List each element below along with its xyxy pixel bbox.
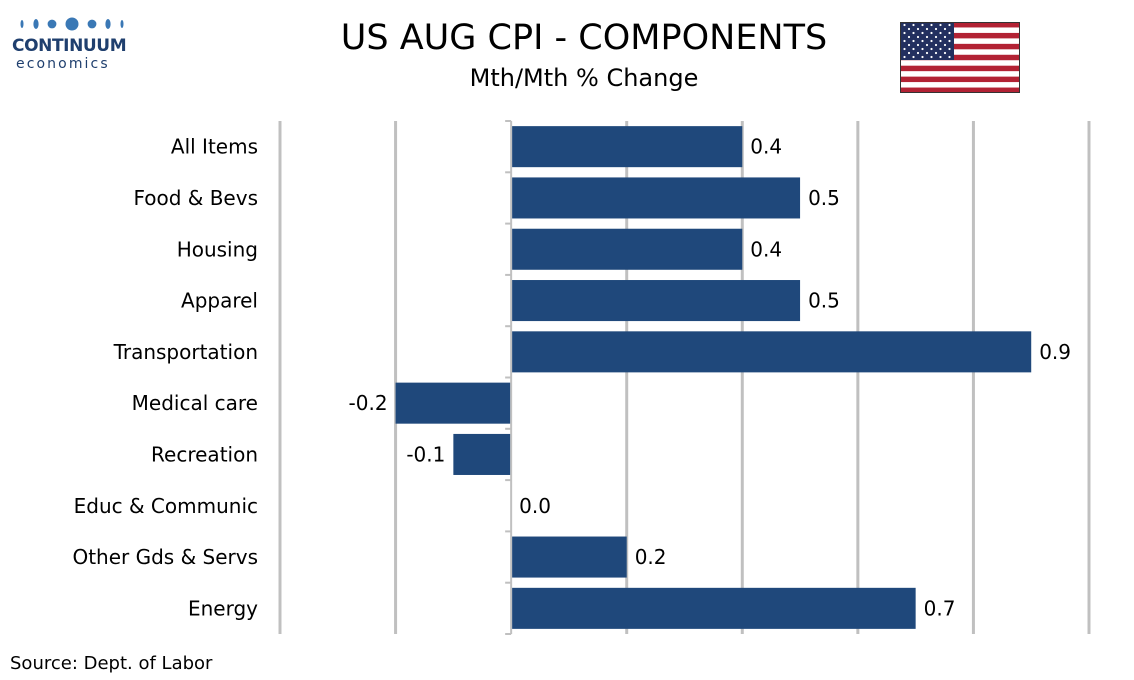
- flag-star: [939, 31, 942, 35]
- flag-star: [916, 35, 920, 39]
- flag-star: [934, 27, 938, 31]
- data-label: 0.4: [750, 135, 782, 159]
- flag-star: [903, 23, 906, 27]
- flag-star: [930, 39, 933, 43]
- bar: [512, 177, 801, 219]
- bar: [453, 433, 511, 475]
- bar: [512, 587, 916, 629]
- bar: [512, 228, 743, 270]
- flag-star: [943, 35, 947, 39]
- flag-star: [930, 55, 933, 59]
- bar: [512, 536, 627, 578]
- flag-star: [948, 23, 951, 27]
- flag-star: [912, 55, 915, 59]
- data-label: 0.2: [635, 545, 667, 569]
- flag-star: [903, 39, 906, 43]
- flag-star: [948, 47, 951, 51]
- flag-star: [921, 31, 924, 35]
- chart-title: US AUG CPI - COMPONENTS: [340, 18, 828, 58]
- category-label: Housing: [177, 237, 258, 261]
- flag-star: [912, 31, 915, 35]
- data-label: 0.7: [924, 596, 956, 620]
- flag-star: [921, 23, 924, 27]
- bar: [512, 126, 743, 168]
- flag-stripe: [900, 43, 1020, 50]
- flag-star: [939, 47, 942, 51]
- bar: [395, 382, 511, 424]
- data-label: 0.5: [808, 289, 840, 313]
- data-labels: 0.4 0.5 0.4 0.5 0.9 -0.2 -0.1 0.0 0.2 0.7: [349, 135, 1071, 621]
- flag-star: [921, 39, 924, 43]
- logo-dots-icon: [20, 17, 124, 31]
- category-labels: All Items Food & Bevs Housing Apparel Transp…: [72, 135, 258, 621]
- flag-stripe: [900, 54, 1020, 61]
- flag-star: [925, 51, 929, 55]
- flag-star: [934, 51, 938, 55]
- flag-star: [930, 47, 933, 51]
- flag-stripe: [900, 32, 1020, 39]
- flag-stripe: [900, 76, 1020, 83]
- flag-star: [939, 23, 942, 27]
- flag-star: [907, 43, 911, 47]
- us-flag-icon: [900, 22, 1020, 93]
- flag-star: [934, 35, 938, 39]
- flag-star: [930, 23, 933, 27]
- flag-star: [939, 39, 942, 43]
- flag-star: [921, 47, 924, 51]
- category-label: Recreation: [151, 442, 258, 466]
- bar: [512, 331, 1032, 373]
- flag-star: [948, 31, 951, 35]
- flag-star: [907, 51, 911, 55]
- flag-star: [925, 27, 929, 31]
- category-label: Medical care: [132, 391, 258, 415]
- flag-star: [907, 35, 911, 39]
- bars: [395, 126, 1032, 629]
- data-label: 0.0: [519, 494, 551, 518]
- flag-star: [939, 55, 942, 59]
- continuum-logo: CONTINUUM economics: [12, 14, 142, 78]
- flag-star: [921, 55, 924, 59]
- flag-star: [943, 43, 947, 47]
- flag-star: [916, 43, 920, 47]
- flag-stripe: [900, 65, 1020, 72]
- logo-wordmark: CONTINUUM: [12, 36, 127, 56]
- flag-star: [912, 23, 915, 27]
- flag-star: [916, 27, 920, 31]
- flag-star: [912, 39, 915, 43]
- logo-subtext: economics: [16, 56, 110, 72]
- flag-star: [934, 43, 938, 47]
- flag-star: [916, 51, 920, 55]
- flag-stripe: [900, 87, 1020, 93]
- flag-star: [903, 55, 906, 59]
- flag-star: [930, 31, 933, 35]
- data-label: 0.5: [808, 186, 840, 210]
- data-label: -0.2: [349, 391, 388, 415]
- flag-stripe: [900, 22, 1020, 28]
- flag-star: [943, 51, 947, 55]
- flag-star: [903, 47, 906, 51]
- category-label: Energy: [188, 596, 258, 620]
- bar: [512, 280, 801, 322]
- flag-star: [925, 43, 929, 47]
- category-label: Transportation: [113, 340, 258, 364]
- data-label: 0.4: [750, 237, 782, 261]
- zero-axis: [505, 120, 513, 635]
- flag-star: [925, 35, 929, 39]
- flag-star: [943, 27, 947, 31]
- flag-star: [912, 47, 915, 51]
- category-label: Other Gds & Servs: [72, 545, 258, 569]
- category-label: Apparel: [181, 289, 258, 313]
- category-label: Food & Bevs: [133, 186, 258, 210]
- chart-subtitle: Mth/Mth % Change: [469, 64, 699, 92]
- source-note: Source: Dept. of Labor: [10, 653, 213, 674]
- flag-star: [903, 31, 906, 35]
- flag-star: [948, 39, 951, 43]
- flag-star: [907, 27, 911, 31]
- data-label: 0.9: [1039, 340, 1071, 364]
- category-label: Educ & Communic: [74, 494, 258, 518]
- category-label: All Items: [171, 135, 258, 159]
- data-label: -0.1: [406, 442, 445, 466]
- flag-star: [948, 55, 951, 59]
